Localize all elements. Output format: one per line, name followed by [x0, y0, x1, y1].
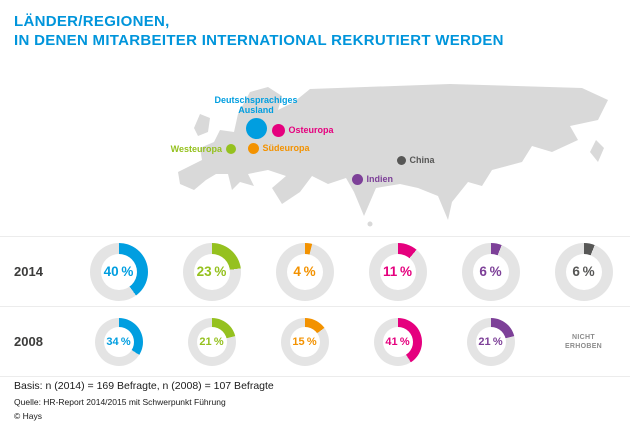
map-label-indien: Indien: [366, 174, 394, 184]
donut-2014-osteuropa: 11 %: [368, 242, 427, 301]
title-line-1: LÄNDER/REGIONEN,: [14, 13, 170, 30]
donut-cell: 15 %: [258, 317, 351, 366]
europe-asia-map: Deutschsprachiges Ausland Osteuropa Westeu…: [150, 82, 620, 232]
map-marker-indien: [351, 173, 363, 185]
donut-cell: 40 %: [72, 242, 165, 301]
donut-hole: 41 %: [382, 326, 413, 357]
donut-hole: 40 %: [100, 253, 137, 290]
donut-value: 21 %: [478, 335, 503, 348]
map-label-westeuropa: Westeuropa: [170, 144, 222, 154]
donut-hole: 15 %: [289, 326, 320, 357]
donut-cell: 4 %: [258, 242, 351, 301]
donut-hole: 11 %: [379, 253, 416, 290]
source-note: Quelle: HR-Report 2014/2015 mit Schwerpu…: [14, 397, 226, 407]
donut-hole: 6 %: [472, 253, 509, 290]
footer: Basis: n (2014) = 169 Befragte, n (2008)…: [14, 380, 274, 421]
donut-2008-deutschsprachiges-ausland: 34 %: [94, 317, 143, 366]
donut-chart-grid: 2014 40 % 23 % 4 % 11 % 6 % 6 % 2008 34 % 21 % 15 …: [0, 236, 630, 377]
donut-2014-westeuropa: 23 %: [182, 242, 241, 301]
donut-value: 41 %: [385, 335, 410, 348]
donut-2014-deutschsprachiges-ausland: 40 %: [89, 242, 148, 301]
donut-hole: 23 %: [193, 253, 230, 290]
donut-hole: 21 %: [475, 326, 506, 357]
donut-2008-indien: 21 %: [466, 317, 515, 366]
not-collected-note: NICHT ERHOBEN: [564, 333, 603, 350]
donut-value: 15 %: [292, 335, 317, 348]
map-silhouette: [178, 84, 608, 227]
title-line-2: IN DENEN MITARBEITER INTERNATIONAL REKRU…: [14, 32, 504, 49]
basis-note: Basis: n (2014) = 169 Befragte, n (2008)…: [14, 380, 274, 392]
map-marker-westeuropa: [226, 144, 236, 154]
donut-cell: 6 %: [444, 242, 537, 301]
donut-value: 21 %: [199, 335, 224, 348]
donut-cell: 21 %: [444, 317, 537, 366]
donut-value: 11 %: [383, 264, 412, 279]
donut-hole: 4 %: [286, 253, 323, 290]
map-label-osteuropa: Osteuropa: [288, 125, 334, 135]
donut-2014-suedeuropa: 4 %: [275, 242, 334, 301]
donut-value: 34 %: [106, 335, 131, 348]
donut-cell: 21 %: [165, 317, 258, 366]
row-label-2008: 2008: [14, 334, 43, 349]
donut-cell: NICHT ERHOBEN: [537, 333, 630, 351]
map-marker-china: [396, 155, 406, 165]
page-title: LÄNDER/REGIONEN, IN DENEN MITARBEITER IN…: [14, 12, 504, 50]
donut-value: 23 %: [196, 264, 227, 279]
map-label-deutschsprachiges-ausland: Deutschsprachiges Ausland: [214, 94, 298, 115]
donut-2014-indien: 6 %: [461, 242, 520, 301]
donut-cell: 23 %: [165, 242, 258, 301]
map-marker-suedeuropa: [247, 142, 259, 154]
map-label-china: China: [409, 155, 435, 165]
donut-cell: 6 %: [537, 242, 630, 301]
donut-2008-suedeuropa: 15 %: [280, 317, 329, 366]
copyright-note: © Hays: [14, 411, 42, 421]
donut-2008-osteuropa: 41 %: [373, 317, 422, 366]
donut-2014-china: 6 %: [554, 242, 613, 301]
donut-hole: 21 %: [196, 326, 227, 357]
donut-cell: 11 %: [351, 242, 444, 301]
map-label-suedeuropa: Südeuropa: [262, 143, 310, 153]
donut-value: 4 %: [293, 264, 316, 279]
donut-row-2014: 2014 40 % 23 % 4 % 11 % 6 % 6 %: [0, 236, 630, 306]
donut-value: 6 %: [572, 264, 595, 279]
donut-row-2008: 2008 34 % 21 % 15 % 41 % 21 % NICHT ERHOBEN: [0, 306, 630, 376]
donut-hole: 6 %: [565, 253, 602, 290]
map-marker-deutschsprachiges-ausland: [245, 117, 267, 139]
donut-hole: 34 %: [103, 326, 134, 357]
donut-value: 40 %: [103, 264, 134, 279]
row-label-2014: 2014: [14, 264, 43, 279]
donut-cell: 34 %: [72, 317, 165, 366]
donut-value: 6 %: [479, 264, 502, 279]
map-markers: Deutschsprachiges Ausland Osteuropa Westeu…: [150, 82, 620, 232]
donut-cell: 41 %: [351, 317, 444, 366]
map-marker-osteuropa: [271, 123, 285, 137]
donut-2008-westeuropa: 21 %: [187, 317, 236, 366]
